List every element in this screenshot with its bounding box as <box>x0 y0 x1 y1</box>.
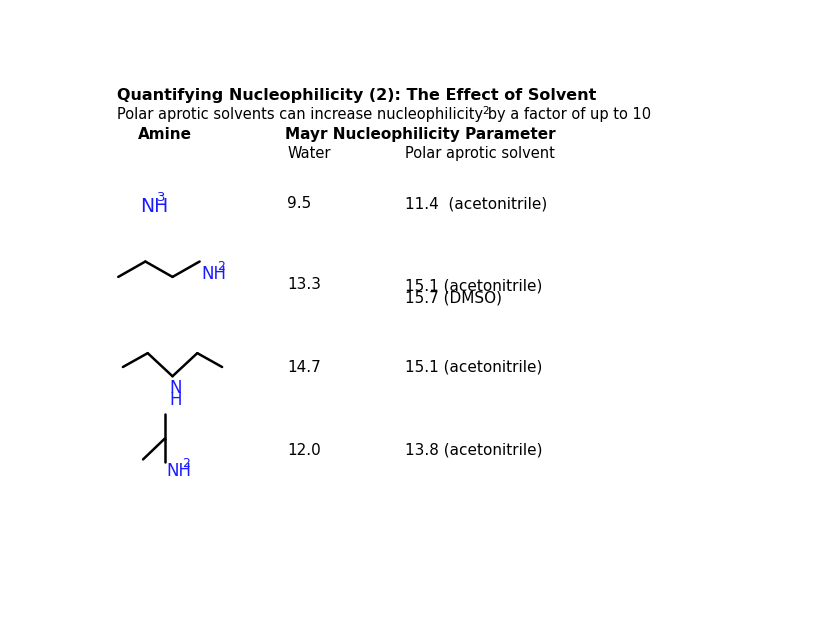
Text: 14.7: 14.7 <box>287 360 321 374</box>
Text: NH: NH <box>140 197 169 216</box>
Text: Mayr Nucleophilicity Parameter: Mayr Nucleophilicity Parameter <box>285 126 556 142</box>
Text: H: H <box>169 391 182 409</box>
Text: 9.5: 9.5 <box>287 197 312 211</box>
Text: NH: NH <box>201 265 226 283</box>
Text: 15.1 (acetonitrile): 15.1 (acetonitrile) <box>405 278 543 293</box>
Text: Water: Water <box>287 146 330 161</box>
Text: 15.7 (DMSO): 15.7 (DMSO) <box>405 291 502 306</box>
Text: 15.1 (acetonitrile): 15.1 (acetonitrile) <box>405 360 543 374</box>
Text: 13.3: 13.3 <box>287 277 321 292</box>
Text: 13.8 (acetonitrile): 13.8 (acetonitrile) <box>405 443 543 458</box>
Text: 3: 3 <box>157 191 165 203</box>
Text: 2: 2 <box>182 457 190 470</box>
Text: Polar aprotic solvents can increase nucleophilicity by a factor of up to 10: Polar aprotic solvents can increase nucl… <box>117 107 651 122</box>
Text: Quantifying Nucleophilicity (2): The Effect of Solvent: Quantifying Nucleophilicity (2): The Eff… <box>117 88 596 104</box>
Text: NH: NH <box>166 463 192 480</box>
Text: 2: 2 <box>217 260 224 273</box>
Text: N: N <box>169 379 182 397</box>
Text: 11.4  (acetonitrile): 11.4 (acetonitrile) <box>405 197 547 211</box>
Text: 2: 2 <box>483 106 489 116</box>
Text: Amine: Amine <box>137 126 192 142</box>
Text: 12.0: 12.0 <box>287 443 321 458</box>
Text: Polar aprotic solvent: Polar aprotic solvent <box>405 146 555 161</box>
